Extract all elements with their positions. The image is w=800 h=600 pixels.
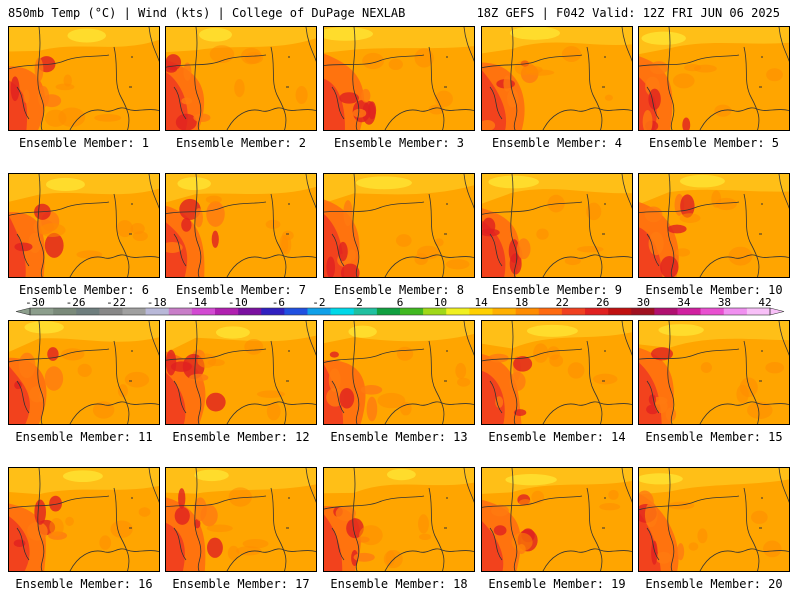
ensemble-map-panel	[165, 173, 317, 278]
ensemble-member-label: Ensemble Member: 14	[488, 430, 626, 444]
ensemble-member-label: Ensemble Member: 3	[333, 136, 465, 150]
ensemble-member-label: Ensemble Member: 7	[175, 283, 307, 297]
colorbar-tick-label: 34	[677, 296, 691, 309]
ensemble-member-label: Ensemble Member: 1	[18, 136, 150, 150]
ensemble-map-panel	[323, 26, 475, 131]
ensemble-member-label: Ensemble Member: 2	[175, 136, 307, 150]
colorbar-swatch	[723, 308, 748, 315]
colorbar-swatch	[700, 308, 725, 315]
chart-title: 850mb Temp (°C) | Wind (kts) | College o…	[8, 6, 406, 20]
ensemble-map-panel	[165, 320, 317, 425]
colorbar-swatch	[76, 308, 100, 315]
ensemble-map-panel	[481, 173, 633, 278]
ensemble-map-panel	[323, 173, 475, 278]
colorbar-swatch	[99, 308, 123, 315]
ensemble-member-label: Ensemble Member: 16	[15, 577, 153, 591]
ensemble-map-panel	[165, 26, 317, 131]
colorbar-swatch	[654, 308, 678, 315]
colorbar-swatch	[122, 308, 146, 315]
ensemble-map-panel	[323, 320, 475, 425]
colorbar-swatch	[330, 308, 355, 315]
ensemble-member-label: Ensemble Member: 20	[645, 577, 783, 591]
colorbar-swatch	[400, 308, 424, 315]
colorbar-tick-label: -26	[66, 296, 86, 309]
colorbar-tick-label: -14	[187, 296, 207, 309]
colorbar-tick-label: 14	[474, 296, 488, 309]
colorbar-tick-label: -22	[106, 296, 126, 309]
colorbar-right-arrow	[769, 307, 785, 316]
colorbar-swatch	[492, 308, 516, 315]
colorbar-swatch	[538, 308, 563, 315]
ensemble-map-panel	[323, 467, 475, 572]
colorbar-swatch	[515, 308, 540, 315]
colorbar-swatch	[631, 308, 655, 315]
colorbar-swatch	[307, 308, 331, 315]
colorbar-swatch	[353, 308, 378, 315]
colorbar-left-arrow	[15, 307, 31, 316]
colorbar-tick-label: 6	[397, 296, 404, 309]
ensemble-member-label: Ensemble Member: 10	[645, 283, 783, 297]
colorbar-swatch	[261, 308, 285, 315]
ensemble-member-label: Ensemble Member: 5	[648, 136, 780, 150]
colorbar-swatch	[469, 308, 493, 315]
colorbar-swatch	[215, 308, 239, 315]
ensemble-map-panel	[481, 26, 633, 131]
colorbar-tick-label: 26	[596, 296, 609, 309]
colorbar-tick-label: -6	[272, 296, 285, 309]
colorbar-tick-label: -18	[147, 296, 167, 309]
colorbar-tick-label: 2	[356, 296, 363, 309]
ensemble-map-panel	[8, 26, 160, 131]
colorbar-swatch	[746, 308, 771, 315]
ensemble-map-panel	[638, 467, 790, 572]
ensemble-map-panel	[8, 173, 160, 278]
colorbar-swatch	[677, 308, 701, 315]
colorbar-swatch	[585, 308, 609, 315]
colorbar-swatch	[30, 308, 54, 315]
ensemble-map-panel	[481, 467, 633, 572]
model-run-info: 18Z GEFS | F042 Valid: 12Z FRI JUN 06 20…	[476, 6, 780, 20]
ensemble-member-label: Ensemble Member: 9	[491, 283, 623, 297]
colorbar-swatch	[423, 308, 447, 315]
ensemble-member-label: Ensemble Member: 12	[172, 430, 310, 444]
ensemble-map-panel	[638, 320, 790, 425]
colorbar-tick-label: 22	[556, 296, 569, 309]
colorbar-swatch	[191, 308, 216, 315]
ensemble-map-panel	[638, 173, 790, 278]
temperature-colorbar: -30 -26 -22 -18 -14 -10 -6 -2 2 6 10 14 18 22 26 30 34 38…	[15, 296, 785, 316]
ensemble-member-label: Ensemble Member: 17	[172, 577, 310, 591]
colorbar-swatch	[284, 308, 308, 315]
colorbar-swatch	[608, 308, 632, 315]
colorbar-swatch	[446, 308, 470, 315]
colorbar-tick-label: 30	[637, 296, 650, 309]
ensemble-map-panel	[8, 320, 160, 425]
ensemble-map-panel	[165, 467, 317, 572]
colorbar-swatch	[561, 308, 586, 315]
colorbar-swatch	[238, 308, 262, 315]
colorbar-tick-label: 38	[718, 296, 731, 309]
ensemble-member-label: Ensemble Member: 19	[488, 577, 626, 591]
ensemble-member-label: Ensemble Member: 6	[18, 283, 150, 297]
ensemble-member-label: Ensemble Member: 4	[491, 136, 623, 150]
colorbar-tick-label: 42	[758, 296, 771, 309]
ensemble-map-panel	[8, 467, 160, 572]
colorbar-swatch	[168, 308, 193, 315]
ensemble-member-label: Ensemble Member: 15	[645, 430, 783, 444]
colorbar-swatch	[145, 308, 170, 315]
colorbar-swatch	[53, 308, 77, 315]
colorbar-tick-label: 10	[434, 296, 447, 309]
colorbar-tick-label: -10	[228, 296, 248, 309]
ensemble-member-label: Ensemble Member: 8	[333, 283, 465, 297]
ensemble-map-panel	[638, 26, 790, 131]
colorbar-tick-label: 18	[515, 296, 528, 309]
colorbar-tick-label: -2	[312, 296, 325, 309]
ensemble-member-label: Ensemble Member: 18	[330, 577, 468, 591]
colorbar-tick-label: -30	[25, 296, 45, 309]
ensemble-member-label: Ensemble Member: 13	[330, 430, 468, 444]
ensemble-member-label: Ensemble Member: 11	[15, 430, 153, 444]
ensemble-map-panel	[481, 320, 633, 425]
colorbar-swatch	[376, 308, 401, 315]
